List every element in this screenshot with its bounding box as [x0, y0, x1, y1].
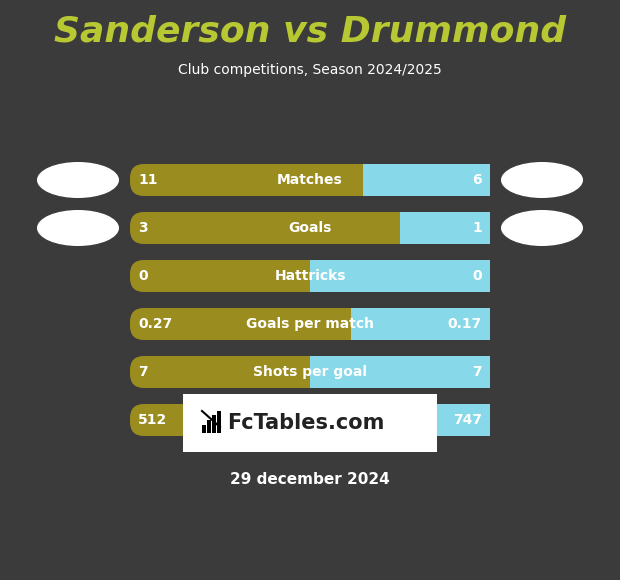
Text: 1: 1	[472, 221, 482, 235]
Text: 29 december 2024: 29 december 2024	[230, 473, 390, 488]
Text: Min per goal: Min per goal	[261, 413, 359, 427]
Text: Shots per goal: Shots per goal	[253, 365, 367, 379]
FancyBboxPatch shape	[476, 212, 490, 244]
Text: FcTables.com: FcTables.com	[227, 413, 384, 433]
Bar	[277, 404, 490, 436]
Ellipse shape	[501, 210, 583, 246]
Text: 0: 0	[472, 269, 482, 283]
FancyBboxPatch shape	[130, 404, 490, 436]
FancyBboxPatch shape	[476, 164, 490, 196]
Text: Goals: Goals	[288, 221, 332, 235]
FancyBboxPatch shape	[476, 308, 490, 340]
Text: Sanderson vs Drummond: Sanderson vs Drummond	[54, 15, 566, 49]
Bar	[310, 260, 490, 292]
FancyBboxPatch shape	[130, 260, 490, 292]
FancyBboxPatch shape	[476, 356, 490, 388]
Text: Hattricks: Hattricks	[274, 269, 346, 283]
Bar	[202, 425, 206, 433]
Text: 7: 7	[138, 365, 148, 379]
Bar	[183, 394, 437, 452]
Text: Goals per match: Goals per match	[246, 317, 374, 331]
FancyBboxPatch shape	[476, 404, 490, 436]
FancyBboxPatch shape	[130, 356, 490, 388]
Text: 747: 747	[453, 413, 482, 427]
Text: Club competitions, Season 2024/2025: Club competitions, Season 2024/2025	[178, 63, 442, 77]
Text: 6: 6	[472, 173, 482, 187]
Text: 0.27: 0.27	[138, 317, 172, 331]
Bar	[217, 411, 221, 433]
Text: 0: 0	[138, 269, 148, 283]
FancyBboxPatch shape	[476, 260, 490, 292]
Text: 0.17: 0.17	[448, 317, 482, 331]
Text: Matches: Matches	[277, 173, 343, 187]
Bar	[310, 356, 490, 388]
Bar	[207, 420, 211, 433]
Bar	[212, 415, 216, 433]
Bar	[363, 164, 490, 196]
Bar	[351, 308, 490, 340]
Text: 7: 7	[472, 365, 482, 379]
FancyBboxPatch shape	[130, 212, 490, 244]
FancyBboxPatch shape	[130, 164, 490, 196]
Ellipse shape	[37, 210, 119, 246]
Text: 11: 11	[138, 173, 157, 187]
Ellipse shape	[501, 162, 583, 198]
Bar	[400, 212, 490, 244]
Text: 512: 512	[138, 413, 167, 427]
Ellipse shape	[37, 162, 119, 198]
Text: 3: 3	[138, 221, 148, 235]
FancyBboxPatch shape	[130, 308, 490, 340]
